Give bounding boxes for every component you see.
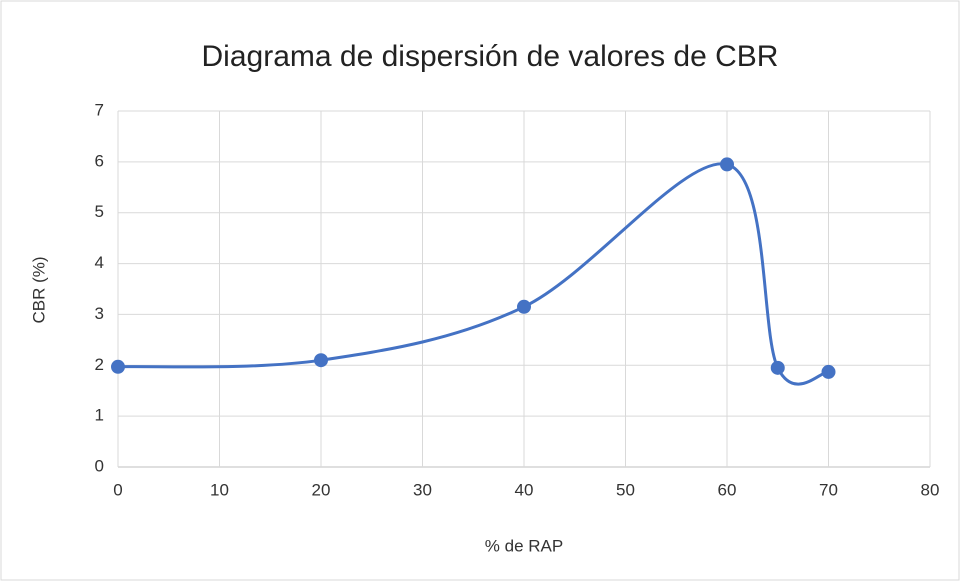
y-tick-label: 2 [95, 355, 104, 374]
x-axis-label: % de RAP [485, 536, 563, 555]
chart-title: Diagrama de dispersión de valores de CBR [202, 40, 779, 73]
y-tick-label: 7 [95, 100, 104, 119]
x-tick-label: 80 [921, 480, 940, 499]
data-point [770, 360, 785, 375]
y-tick-label: 6 [95, 151, 104, 170]
y-tick-label: 0 [95, 456, 104, 475]
data-point [314, 353, 328, 368]
y-tick-label: 3 [95, 304, 104, 323]
series-line [117, 162, 829, 386]
x-tick-label: 40 [515, 480, 534, 499]
data-point [517, 299, 531, 314]
data-point [821, 364, 836, 379]
data-point [720, 157, 734, 172]
y-tick-label: 1 [95, 406, 104, 425]
y-tick-label: 4 [95, 253, 104, 272]
x-tick-label: 50 [616, 480, 635, 499]
y-tick-label: 5 [95, 202, 104, 221]
x-tick-label: 70 [819, 480, 838, 499]
x-tick-label: 60 [718, 480, 737, 499]
x-tick-label: 0 [113, 480, 122, 499]
x-tick-label: 10 [210, 480, 229, 499]
x-tick-label: 30 [413, 480, 432, 499]
data-point [111, 359, 125, 374]
x-tick-label: 20 [312, 480, 331, 499]
y-axis-label: CBR (%) [29, 256, 48, 323]
